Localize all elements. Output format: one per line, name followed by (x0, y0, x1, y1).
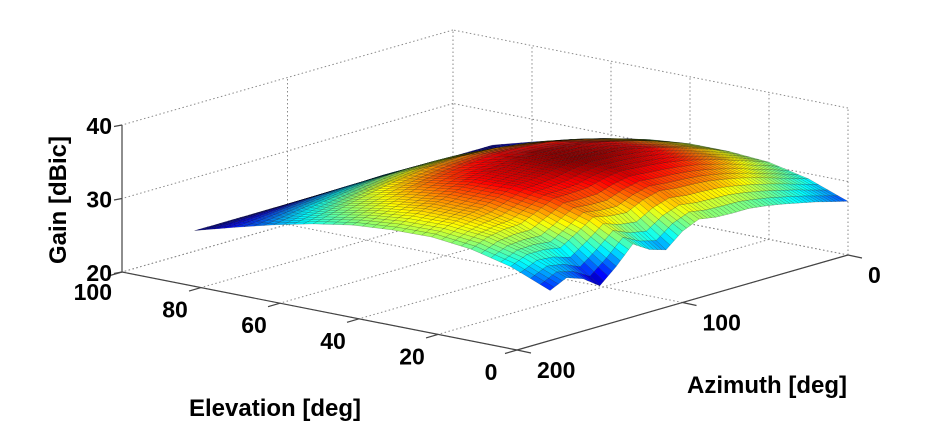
y-tick-mark (267, 302, 281, 308)
y-tick-mark (504, 349, 518, 355)
y-tick-label: 100 (74, 279, 112, 305)
x-tick-label: 200 (537, 357, 575, 383)
x-axis-title: Azimuth [deg] (687, 372, 847, 399)
z-axis-title: Gain [dBic] (45, 136, 72, 264)
y-tick-mark (346, 318, 360, 323)
z-tick-mark (113, 124, 123, 128)
z-tick-mark (113, 197, 123, 201)
x-tick-label: 0 (868, 262, 881, 288)
x-tick-label: 100 (703, 310, 741, 336)
floor-gridline (287, 224, 683, 303)
y-tick-label: 80 (162, 297, 188, 323)
y-tick-mark (425, 333, 439, 339)
y-tick-label: 40 (320, 328, 346, 354)
y-tick-label: 60 (241, 312, 267, 338)
y-tick-mark (188, 287, 202, 292)
z-tick-label: 30 (86, 187, 112, 213)
x-tick-mark (682, 301, 697, 307)
x-tick-mark (847, 254, 863, 259)
wall-gridline (121, 103, 454, 199)
wall-gridline (121, 29, 454, 126)
wall-gridline (452, 29, 849, 109)
y-axis-title: Elevation [deg] (189, 395, 361, 422)
gain-surface (194, 138, 849, 291)
x-tick-mark (516, 349, 532, 354)
z-tick-label: 40 (86, 113, 112, 139)
y-tick-label: 0 (485, 359, 498, 385)
y-tick-label: 20 (399, 343, 425, 369)
